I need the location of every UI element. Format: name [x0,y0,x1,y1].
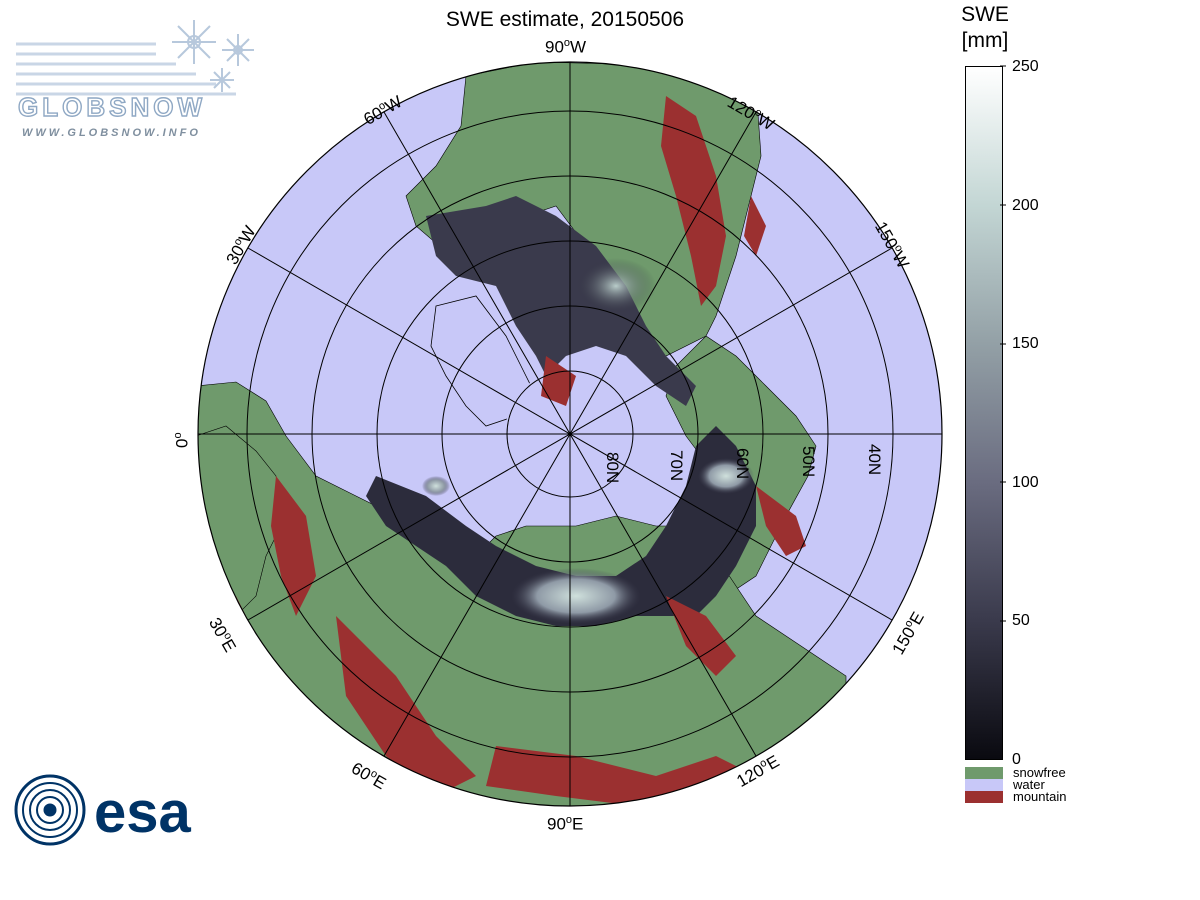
colorbar-tick-label-250: 250 [1012,58,1039,75]
globsnow-wordmark: GLOBSNOW [18,92,206,122]
legend-swatch-water [965,779,1003,791]
graticule [197,61,943,807]
globsnow-logo: GLOBSNOW WWW.GLOBSNOW.INFO [16,10,261,140]
polar-map [197,61,943,807]
parallel-label-50n: 50N [799,446,818,478]
legend-swatch-snowfree [965,767,1003,779]
colorbar-gradient [965,66,1003,760]
legend-label-water: water [1013,777,1045,792]
esa-emblem-icon [14,774,86,846]
colorbar-label-line2: [mm] [961,29,1009,52]
colorbar-ticks [1000,65,1006,622]
meridian-label-90e: 90oE [547,814,584,834]
parallel-label-40n: 40N [865,444,884,476]
colorbar-tick-label-50: 50 [1012,612,1030,629]
colorbar-unit-label: SWE [mm] [950,2,1020,54]
snow-eurasia [366,426,756,626]
map-title: SWE estimate, 20150506 [445,8,685,31]
colorbar-tick-label-100: 100 [1012,474,1039,491]
meridian-label-0: 0o [172,432,192,448]
colorbar-tick-label-0: 0 [1012,751,1021,768]
globsnow-url: WWW.GLOBSNOW.INFO [22,127,201,139]
legend-swatch-mountain [965,791,1003,803]
snow-north-america [426,196,696,406]
esa-wordmark: esa [94,780,192,845]
parallel-label-70n: 70N [667,450,686,482]
esa-logo: esa [14,774,219,846]
parallel-label-60n: 60N [733,448,752,480]
meridian-label-90w: 90oW [545,37,587,57]
colorbar-tick-label-200: 200 [1012,197,1039,214]
parallel-label-80n: 80N [603,452,622,484]
legend-label-mountain: mountain [1013,789,1067,804]
snowflake-icon [172,20,254,92]
colorbar-tick-label-150: 150 [1012,335,1039,352]
legend-label-snowfree: snowfree [1013,765,1066,780]
colorbar-label-line1: SWE [961,3,1009,26]
